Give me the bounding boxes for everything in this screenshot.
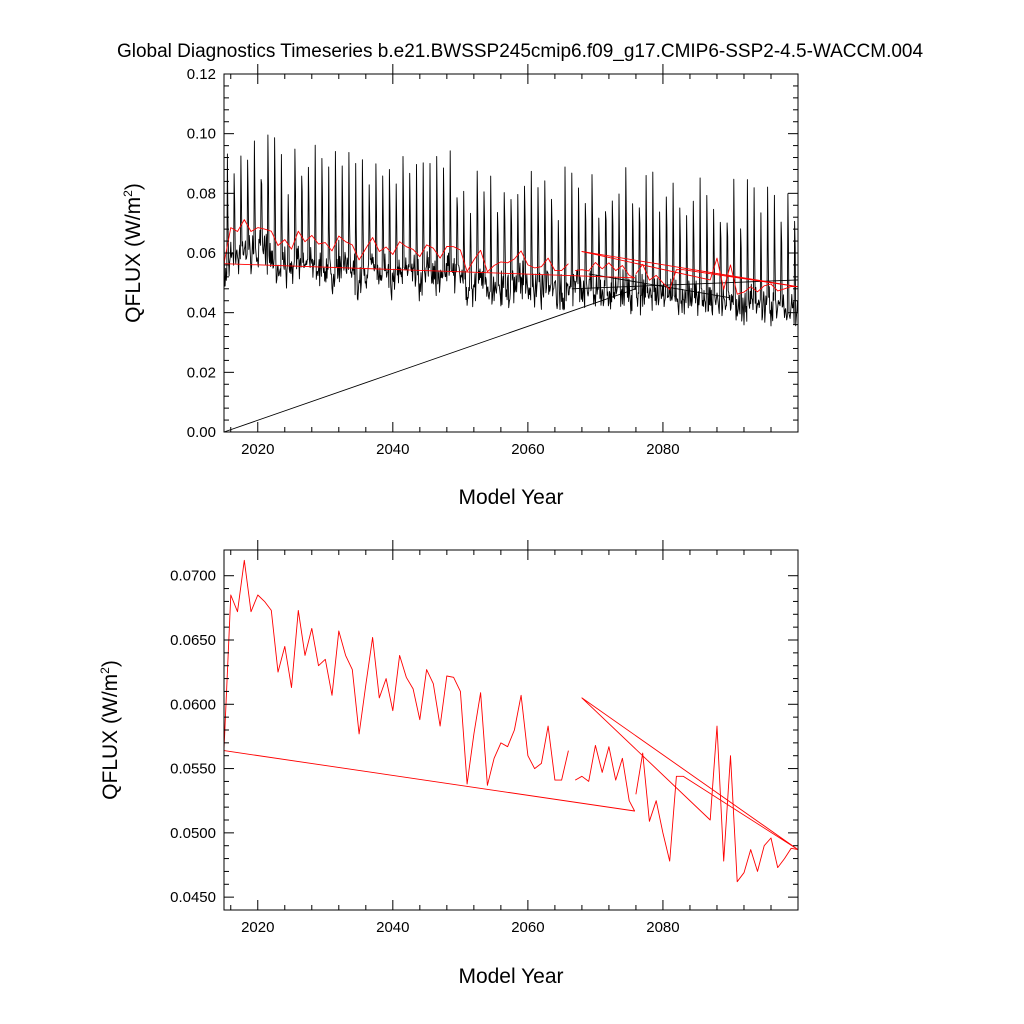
y-tick-label: 0.04 [187,305,216,322]
y-tick-label: 0.0650 [170,632,216,649]
top-panel-x-axis-label: Model Year [458,486,563,509]
x-tick-label: 2020 [241,441,274,458]
y-tick-label: 0.0550 [170,761,216,778]
y-tick-label: 0.02 [187,364,216,381]
bottom-panel-frame [223,549,799,911]
monthly-series-artifact-line [223,288,637,433]
top-panel-ticks: 2020 2040 2060 2080 0.00 0.02 0.04 0.06 0.08 0.10… [187,64,799,458]
x-tick-label: 2060 [511,441,544,458]
x-tick-label: 2020 [241,919,274,936]
x-tick-label: 2060 [511,919,544,936]
y-tick-label: 0.10 [187,126,216,143]
y-tick-label: 0.0600 [170,696,216,713]
x-tick-label: 2040 [376,441,409,458]
top-panel-y-label-prefix: QFLUX (W/m [122,197,145,323]
bottom-panel: 2020 2040 2060 2080 0.0450 0.0500 0.0550 0.0600… [98,540,799,988]
bottom-panel-y-axis-label: QFLUX (W/m2) [98,660,122,800]
bottom-panel-ticks: 2020 2040 2060 2080 0.0450 0.0500 0.0550 0.0600… [170,540,799,936]
x-tick-label: 2080 [646,919,679,936]
annual-mean-overlay-line [223,262,636,279]
top-panel: 2020 2040 2060 2080 0.00 0.02 0.04 0.06 0.08 0.10… [121,64,799,509]
bottom-panel-y-label-suffix: ) [99,660,122,667]
y-tick-label: 0.0450 [170,889,216,906]
monthly-series-artifact-line [588,273,731,299]
annual-mean-series-line [223,559,569,786]
y-tick-label: 0.06 [187,245,216,262]
annual-mean-overlay-line [581,251,799,295]
bottom-panel-x-axis-label: Model Year [458,965,563,988]
bottom-panel-y-label-prefix: QFLUX (W/m [99,674,122,800]
figure-title: Global Diagnostics Timeseries b.e21.BWSS… [117,41,924,62]
top-panel-y-axis-label: QFLUX (W/m2) [121,183,145,323]
annual-mean-series-line [223,744,636,812]
y-tick-label: 0.08 [187,185,216,202]
x-tick-label: 2040 [376,919,409,936]
top-panel-y-label-suffix: ) [122,183,145,190]
x-tick-label: 2080 [646,441,679,458]
y-tick-label: 0.12 [187,66,216,83]
bottom-panel-series [223,559,799,883]
top-panel-series [223,134,799,433]
y-tick-label: 0.00 [187,424,216,441]
annual-mean-series-line [581,697,799,883]
bottom-panel-y-label-sup: 2 [98,667,112,674]
y-tick-label: 0.0700 [170,568,216,585]
y-tick-label: 0.0500 [170,825,216,842]
top-panel-y-label-sup: 2 [121,190,135,197]
annual-mean-overlay-line [223,219,569,273]
monthly-series-line [223,134,799,327]
